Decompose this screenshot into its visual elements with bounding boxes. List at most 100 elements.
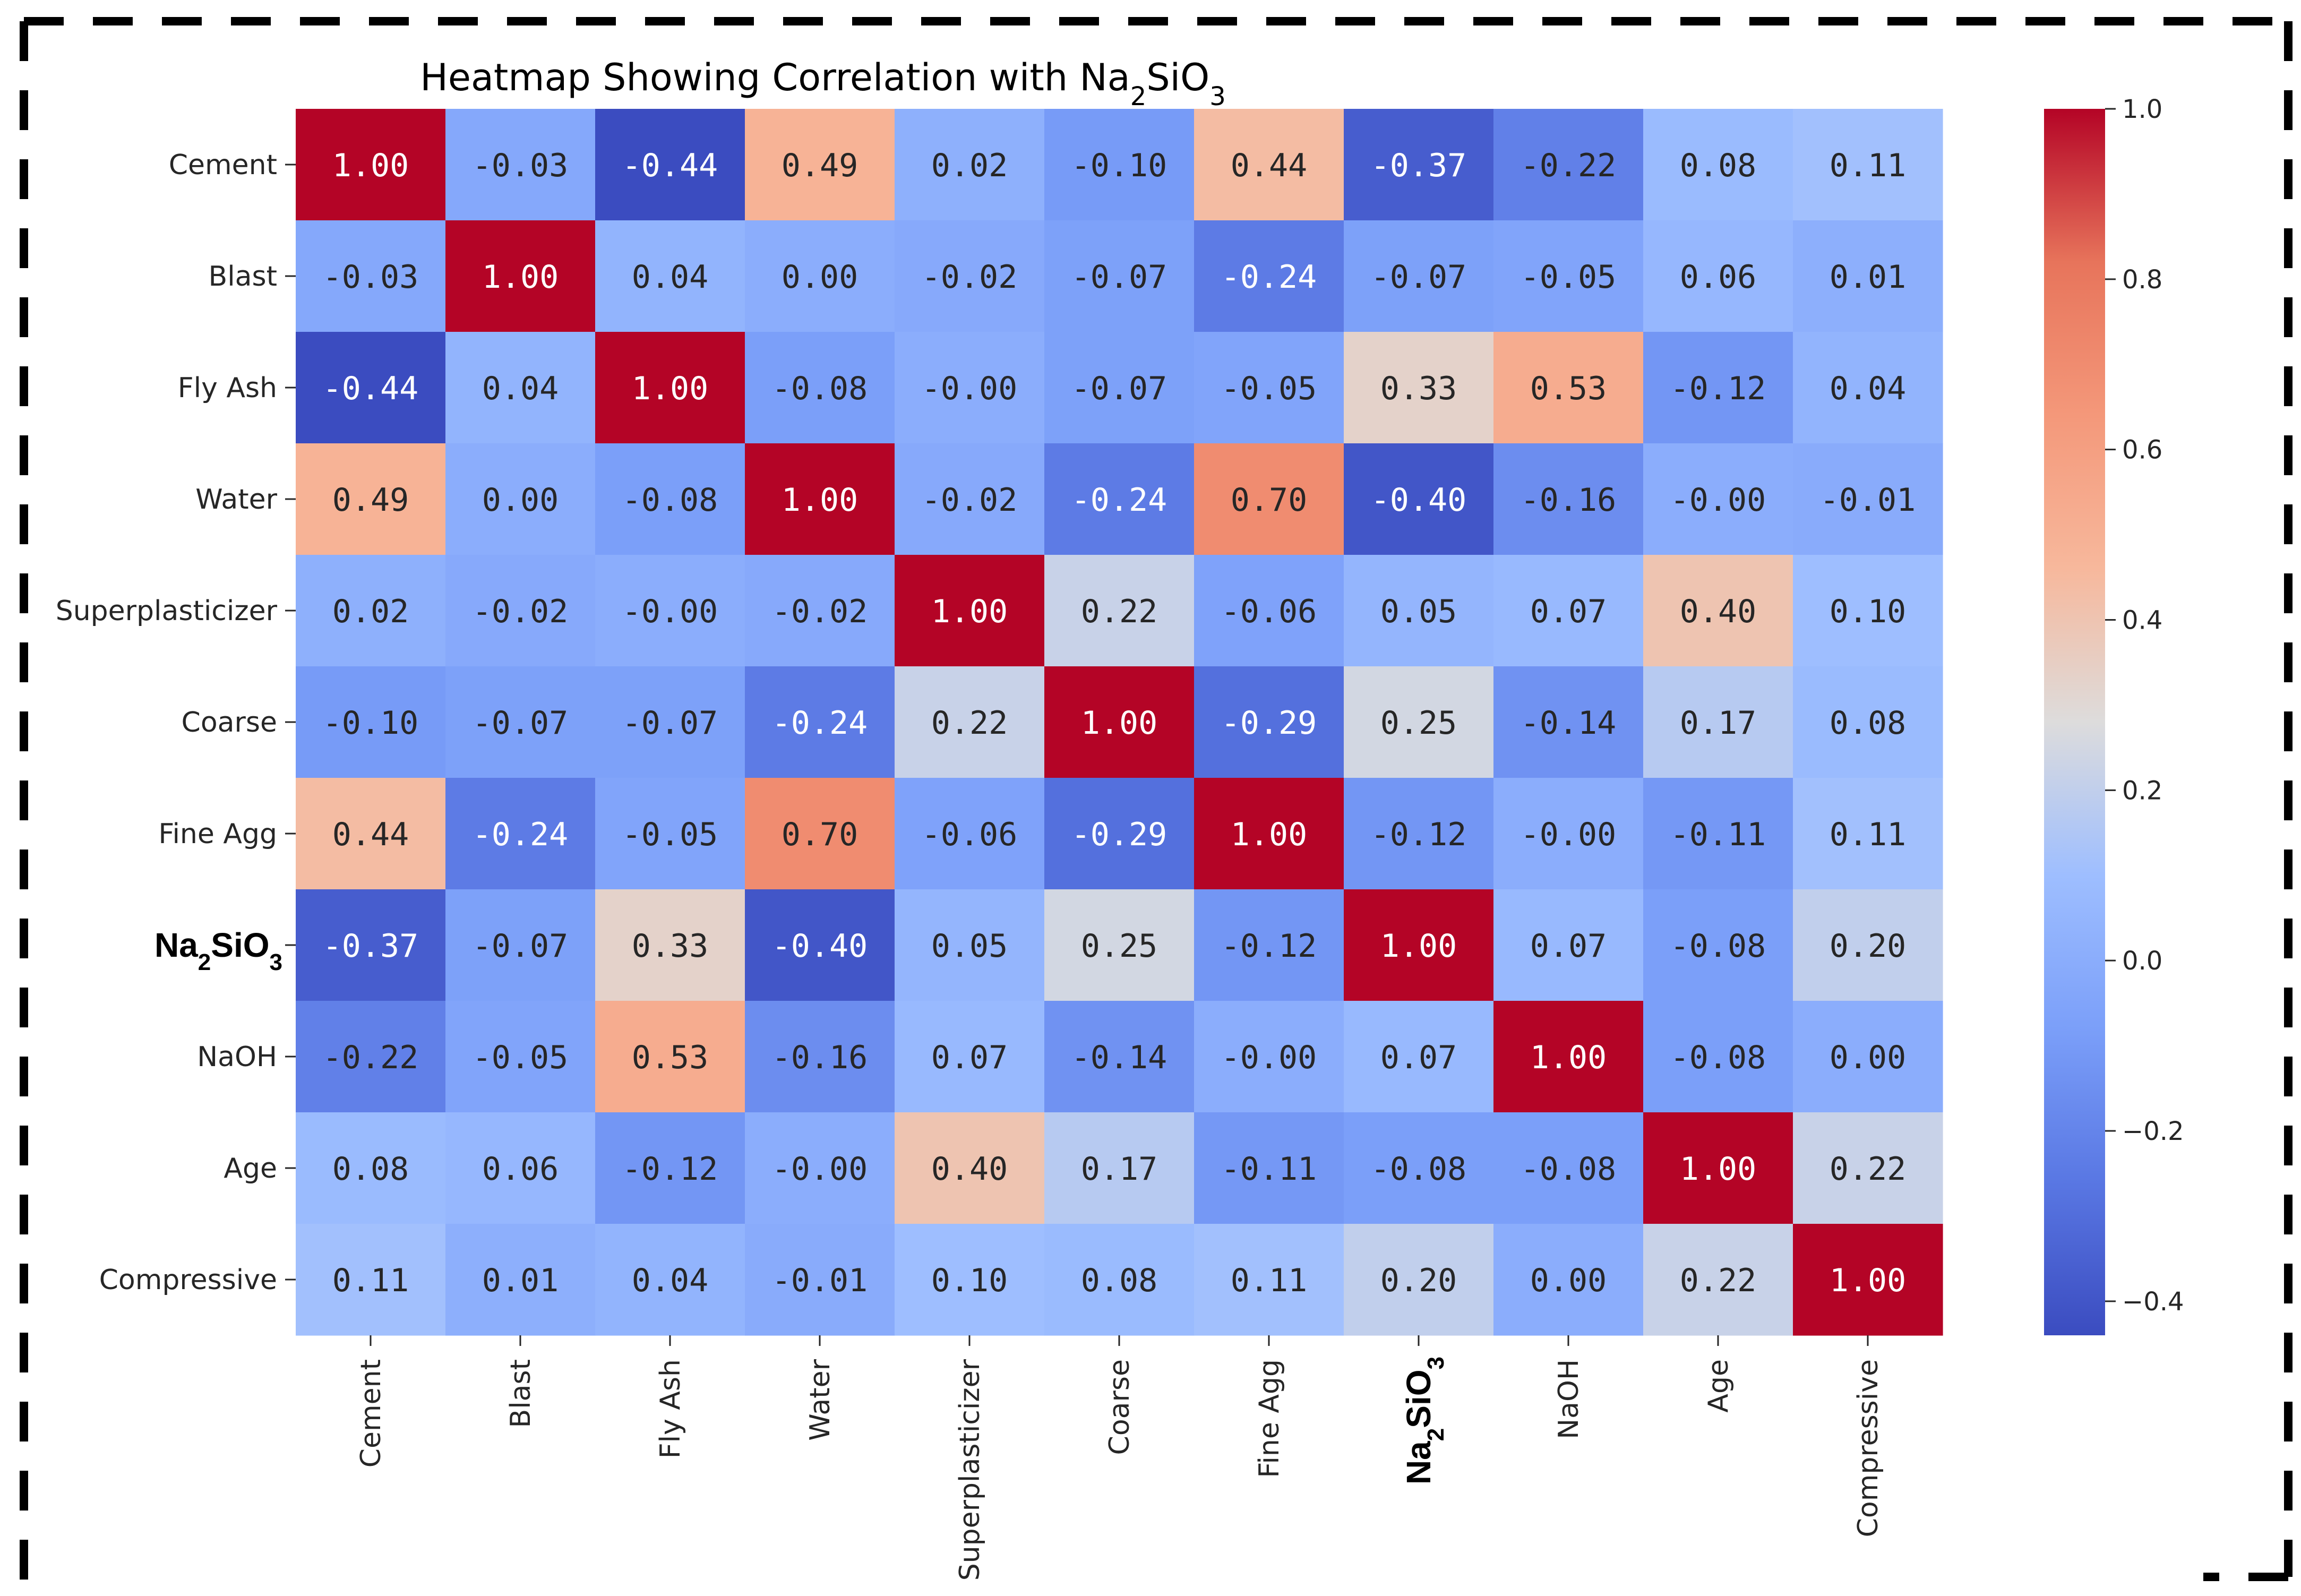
cell-value-label: 0.11 xyxy=(1231,1262,1308,1299)
heatmap-cell xyxy=(1194,889,1344,1001)
cell-value-label: 0.10 xyxy=(1830,593,1907,630)
cell-value-label: -0.11 xyxy=(1221,1151,1317,1188)
heatmap-cell xyxy=(1793,220,1943,332)
cell-value-label: 0.20 xyxy=(1830,928,1907,965)
heatmap-cell xyxy=(445,443,596,555)
cell-value-label: -0.05 xyxy=(622,816,718,853)
heatmap-cell xyxy=(1643,889,1793,1001)
heatmap-cell xyxy=(1344,1224,1494,1336)
row-label: Water xyxy=(195,484,277,516)
heatmap-cell xyxy=(1793,443,1943,555)
cell-value-label: -0.06 xyxy=(1221,593,1317,630)
cell-value-label: 0.07 xyxy=(1530,928,1607,965)
heatmap-cell xyxy=(296,443,446,555)
heatmap-cell xyxy=(745,220,895,332)
cell-value-label: -0.00 xyxy=(622,593,718,630)
colorbar-tick-label: −0.4 xyxy=(2122,1287,2184,1317)
heatmap-cell xyxy=(1793,778,1943,890)
heatmap-cell xyxy=(595,220,745,332)
row-label: Fine Agg xyxy=(158,818,277,850)
heatmap-cell xyxy=(445,666,596,778)
heatmap-cell xyxy=(1044,1001,1195,1113)
heatmap-cell xyxy=(895,778,1045,890)
colorbar-tick-label: 0.4 xyxy=(2122,606,2162,636)
cell-value-label: -0.08 xyxy=(1521,1151,1617,1188)
heatmap-cell xyxy=(595,1112,745,1224)
cell-value-label: -0.22 xyxy=(323,1039,419,1076)
heatmap-cell xyxy=(445,555,596,667)
cell-value-label: 0.40 xyxy=(931,1151,1008,1188)
heatmap-cell xyxy=(296,778,446,890)
cell-value-label: 0.40 xyxy=(1680,593,1757,630)
cell-value-label: 0.33 xyxy=(1380,370,1457,407)
heatmap-cell-labels: 1.00 -0.03 -0.44 0.49 0.02 -0.10 0.44 -0.37 -0.2… xyxy=(323,147,1916,1299)
cell-value-label: 1.00 xyxy=(782,482,858,519)
cell-value-label: 1.00 xyxy=(1380,928,1457,965)
cell-value-label: -0.02 xyxy=(473,593,569,630)
heatmap-cell xyxy=(445,889,596,1001)
cell-value-label: 0.11 xyxy=(1830,147,1907,184)
heatmap-cell xyxy=(1493,555,1644,667)
heatmap-cell xyxy=(595,555,745,667)
heatmap-cell xyxy=(1194,109,1344,221)
heatmap-cell xyxy=(296,1001,446,1113)
heatmap-cell xyxy=(1493,443,1644,555)
heatmap-cell xyxy=(1643,1001,1793,1113)
heatmap-cell xyxy=(445,1224,596,1336)
heatmap-cell xyxy=(745,778,895,890)
heatmap-cell xyxy=(1044,220,1195,332)
chart-title: Heatmap Showing Correlation with Na2SiO3 xyxy=(420,56,1226,111)
cell-value-label: 0.17 xyxy=(1081,1151,1158,1188)
heatmap-cell xyxy=(1344,666,1494,778)
cell-value-label: 0.08 xyxy=(1680,147,1757,184)
heatmap-cell xyxy=(1793,1001,1943,1113)
row-label: NaOH xyxy=(197,1041,277,1073)
row-label: Na2SiO3 xyxy=(154,926,282,975)
heatmap-cell xyxy=(1643,666,1793,778)
heatmap-cell xyxy=(1344,778,1494,890)
column-label: Superplasticizer xyxy=(954,1359,986,1581)
cell-value-label: 0.49 xyxy=(782,147,858,184)
heatmap-cell xyxy=(1793,555,1943,667)
heatmap-cell xyxy=(745,332,895,444)
cell-value-label: -0.07 xyxy=(1371,259,1467,296)
heatmap-cell xyxy=(296,1112,446,1224)
heatmap-cell xyxy=(745,889,895,1001)
cell-value-label: 0.11 xyxy=(1830,816,1907,853)
heatmap-cell xyxy=(1493,1112,1644,1224)
cell-value-label: 0.07 xyxy=(1530,593,1607,630)
heatmap-cells xyxy=(296,109,1943,1336)
heatmap-cell xyxy=(1344,220,1494,332)
heatmap-cell xyxy=(595,332,745,444)
heatmap-cell xyxy=(895,109,1045,221)
heatmap-cell xyxy=(895,1001,1045,1113)
row-label: Superplasticizer xyxy=(56,595,278,627)
cell-value-label: 0.70 xyxy=(782,816,858,853)
heatmap-cell xyxy=(745,666,895,778)
colorbar xyxy=(2044,109,2105,1335)
cell-value-label: 0.02 xyxy=(332,593,409,630)
heatmap-cell xyxy=(895,1224,1045,1336)
cell-value-label: -0.10 xyxy=(1071,147,1167,184)
heatmap-cell xyxy=(1493,332,1644,444)
heatmap-cell xyxy=(1793,889,1943,1001)
column-label: Water xyxy=(804,1359,836,1440)
cell-value-label: -0.05 xyxy=(473,1039,569,1076)
cell-value-label: -0.07 xyxy=(473,705,569,742)
heatmap-cell xyxy=(1194,220,1344,332)
heatmap-cell xyxy=(296,555,446,667)
cell-value-label: 0.04 xyxy=(482,370,559,407)
heatmap-cell xyxy=(445,778,596,890)
cell-value-label: 0.11 xyxy=(332,1262,409,1299)
cell-value-label: 0.70 xyxy=(1231,482,1308,519)
heatmap-cell xyxy=(895,443,1045,555)
cell-value-label: -0.16 xyxy=(772,1039,868,1076)
cell-value-label: -0.08 xyxy=(622,482,718,519)
heatmap-cell xyxy=(595,778,745,890)
cell-value-label: 0.22 xyxy=(1680,1262,1757,1299)
cell-value-label: -0.01 xyxy=(1820,482,1916,519)
column-label: Fly Ash xyxy=(655,1359,686,1458)
cell-value-label: 0.25 xyxy=(1380,705,1457,742)
heatmap-cell xyxy=(895,666,1045,778)
